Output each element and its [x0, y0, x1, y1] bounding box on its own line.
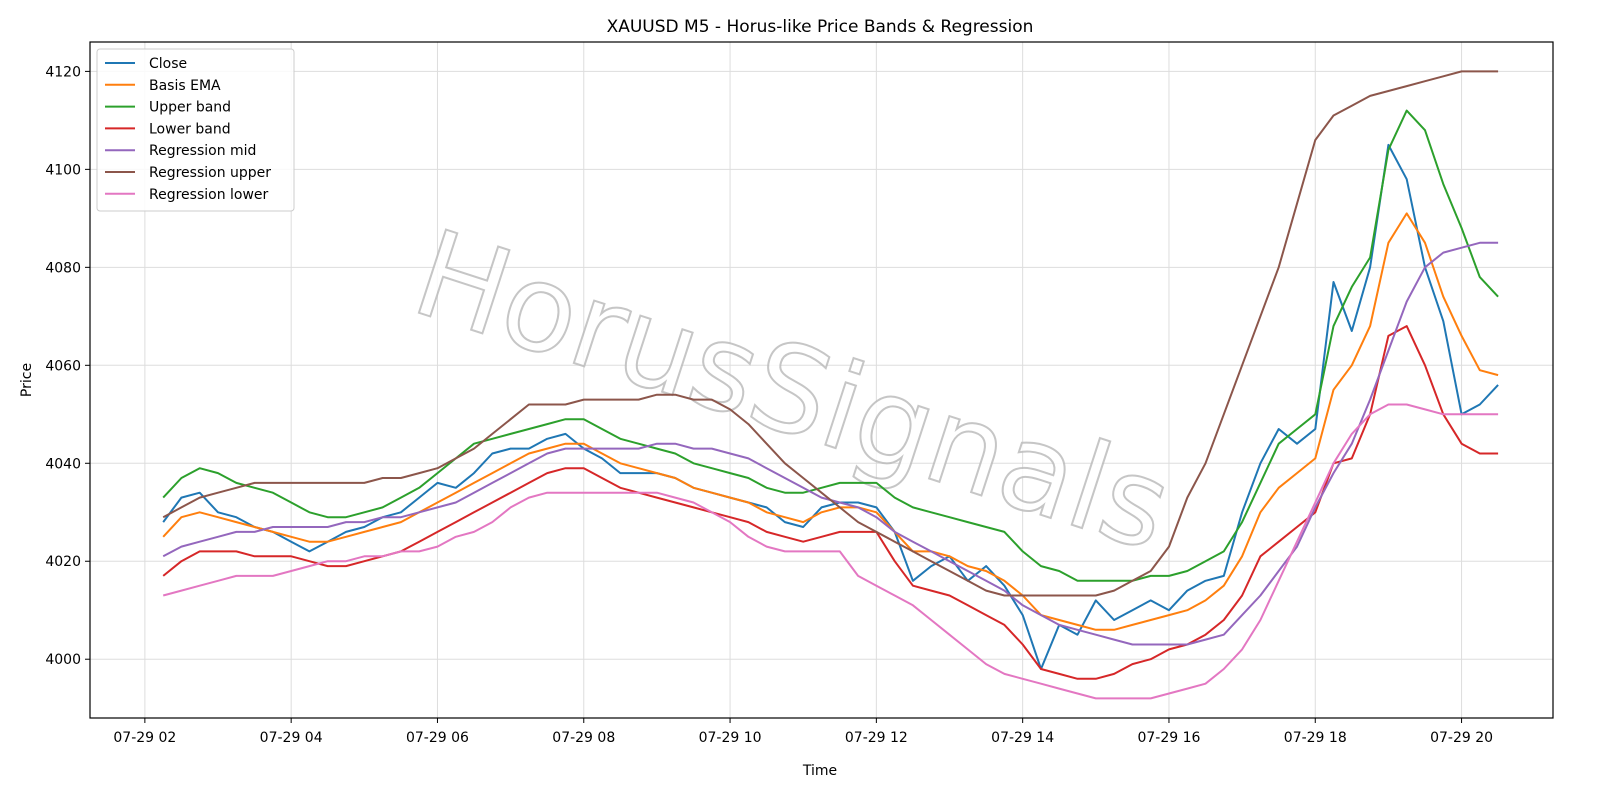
series-line-upper-band	[162, 109, 1499, 582]
x-tick-label: 07-29 12	[845, 730, 908, 746]
x-tick-label: 07-29 10	[699, 730, 762, 746]
y-axis-title: Price	[19, 363, 35, 397]
series-layer	[162, 70, 1499, 700]
y-tick-label: 4080	[45, 260, 81, 276]
y-tick-label: 4020	[45, 554, 81, 570]
x-tick-label: 07-29 20	[1430, 730, 1493, 746]
series-line-regression-upper	[162, 70, 1499, 597]
legend-label: Close	[149, 56, 187, 72]
legend-label: Regression upper	[149, 165, 271, 181]
legend-box	[96, 48, 295, 212]
legend-label: Basis EMA	[149, 78, 221, 94]
x-tick-label: 07-29 16	[1137, 730, 1200, 746]
y-tick-label: 4120	[45, 64, 81, 80]
x-tick-label: 07-29 06	[406, 730, 469, 746]
x-tick-label: 07-29 14	[991, 730, 1054, 746]
chart-title: XAUUSD M5 - Horus-like Price Bands & Reg…	[607, 17, 1034, 37]
x-tick-label: 07-29 04	[260, 730, 323, 746]
x-tick-label: 07-29 08	[552, 730, 615, 746]
legend-label: Regression lower	[149, 187, 269, 203]
series-line-basis-ema	[162, 212, 1499, 631]
series-line-regression-lower	[162, 403, 1499, 700]
y-tick-label: 4000	[45, 652, 81, 668]
legend: Close Basis EMA Upper band Lower band Regres…	[96, 48, 295, 212]
legend-label: Lower band	[149, 121, 231, 137]
x-tick-label: 07-29 18	[1284, 730, 1347, 746]
x-axis-title: Time	[802, 763, 837, 779]
x-axis: 07-29 02 07-29 04 07-29 06 07-29 08 07-29 10…	[113, 718, 1493, 746]
plot-frame	[89, 41, 1554, 719]
grid-lines	[90, 42, 1553, 718]
y-tick-label: 4060	[45, 358, 81, 374]
legend-label: Regression mid	[149, 143, 256, 159]
y-tick-label: 4100	[45, 162, 81, 178]
x-tick-label: 07-29 02	[113, 730, 176, 746]
y-axis: 4000 4020 4040 4060 4080 4100 4120	[45, 64, 90, 668]
legend-label: Upper band	[149, 100, 231, 116]
y-tick-label: 4040	[45, 456, 81, 472]
